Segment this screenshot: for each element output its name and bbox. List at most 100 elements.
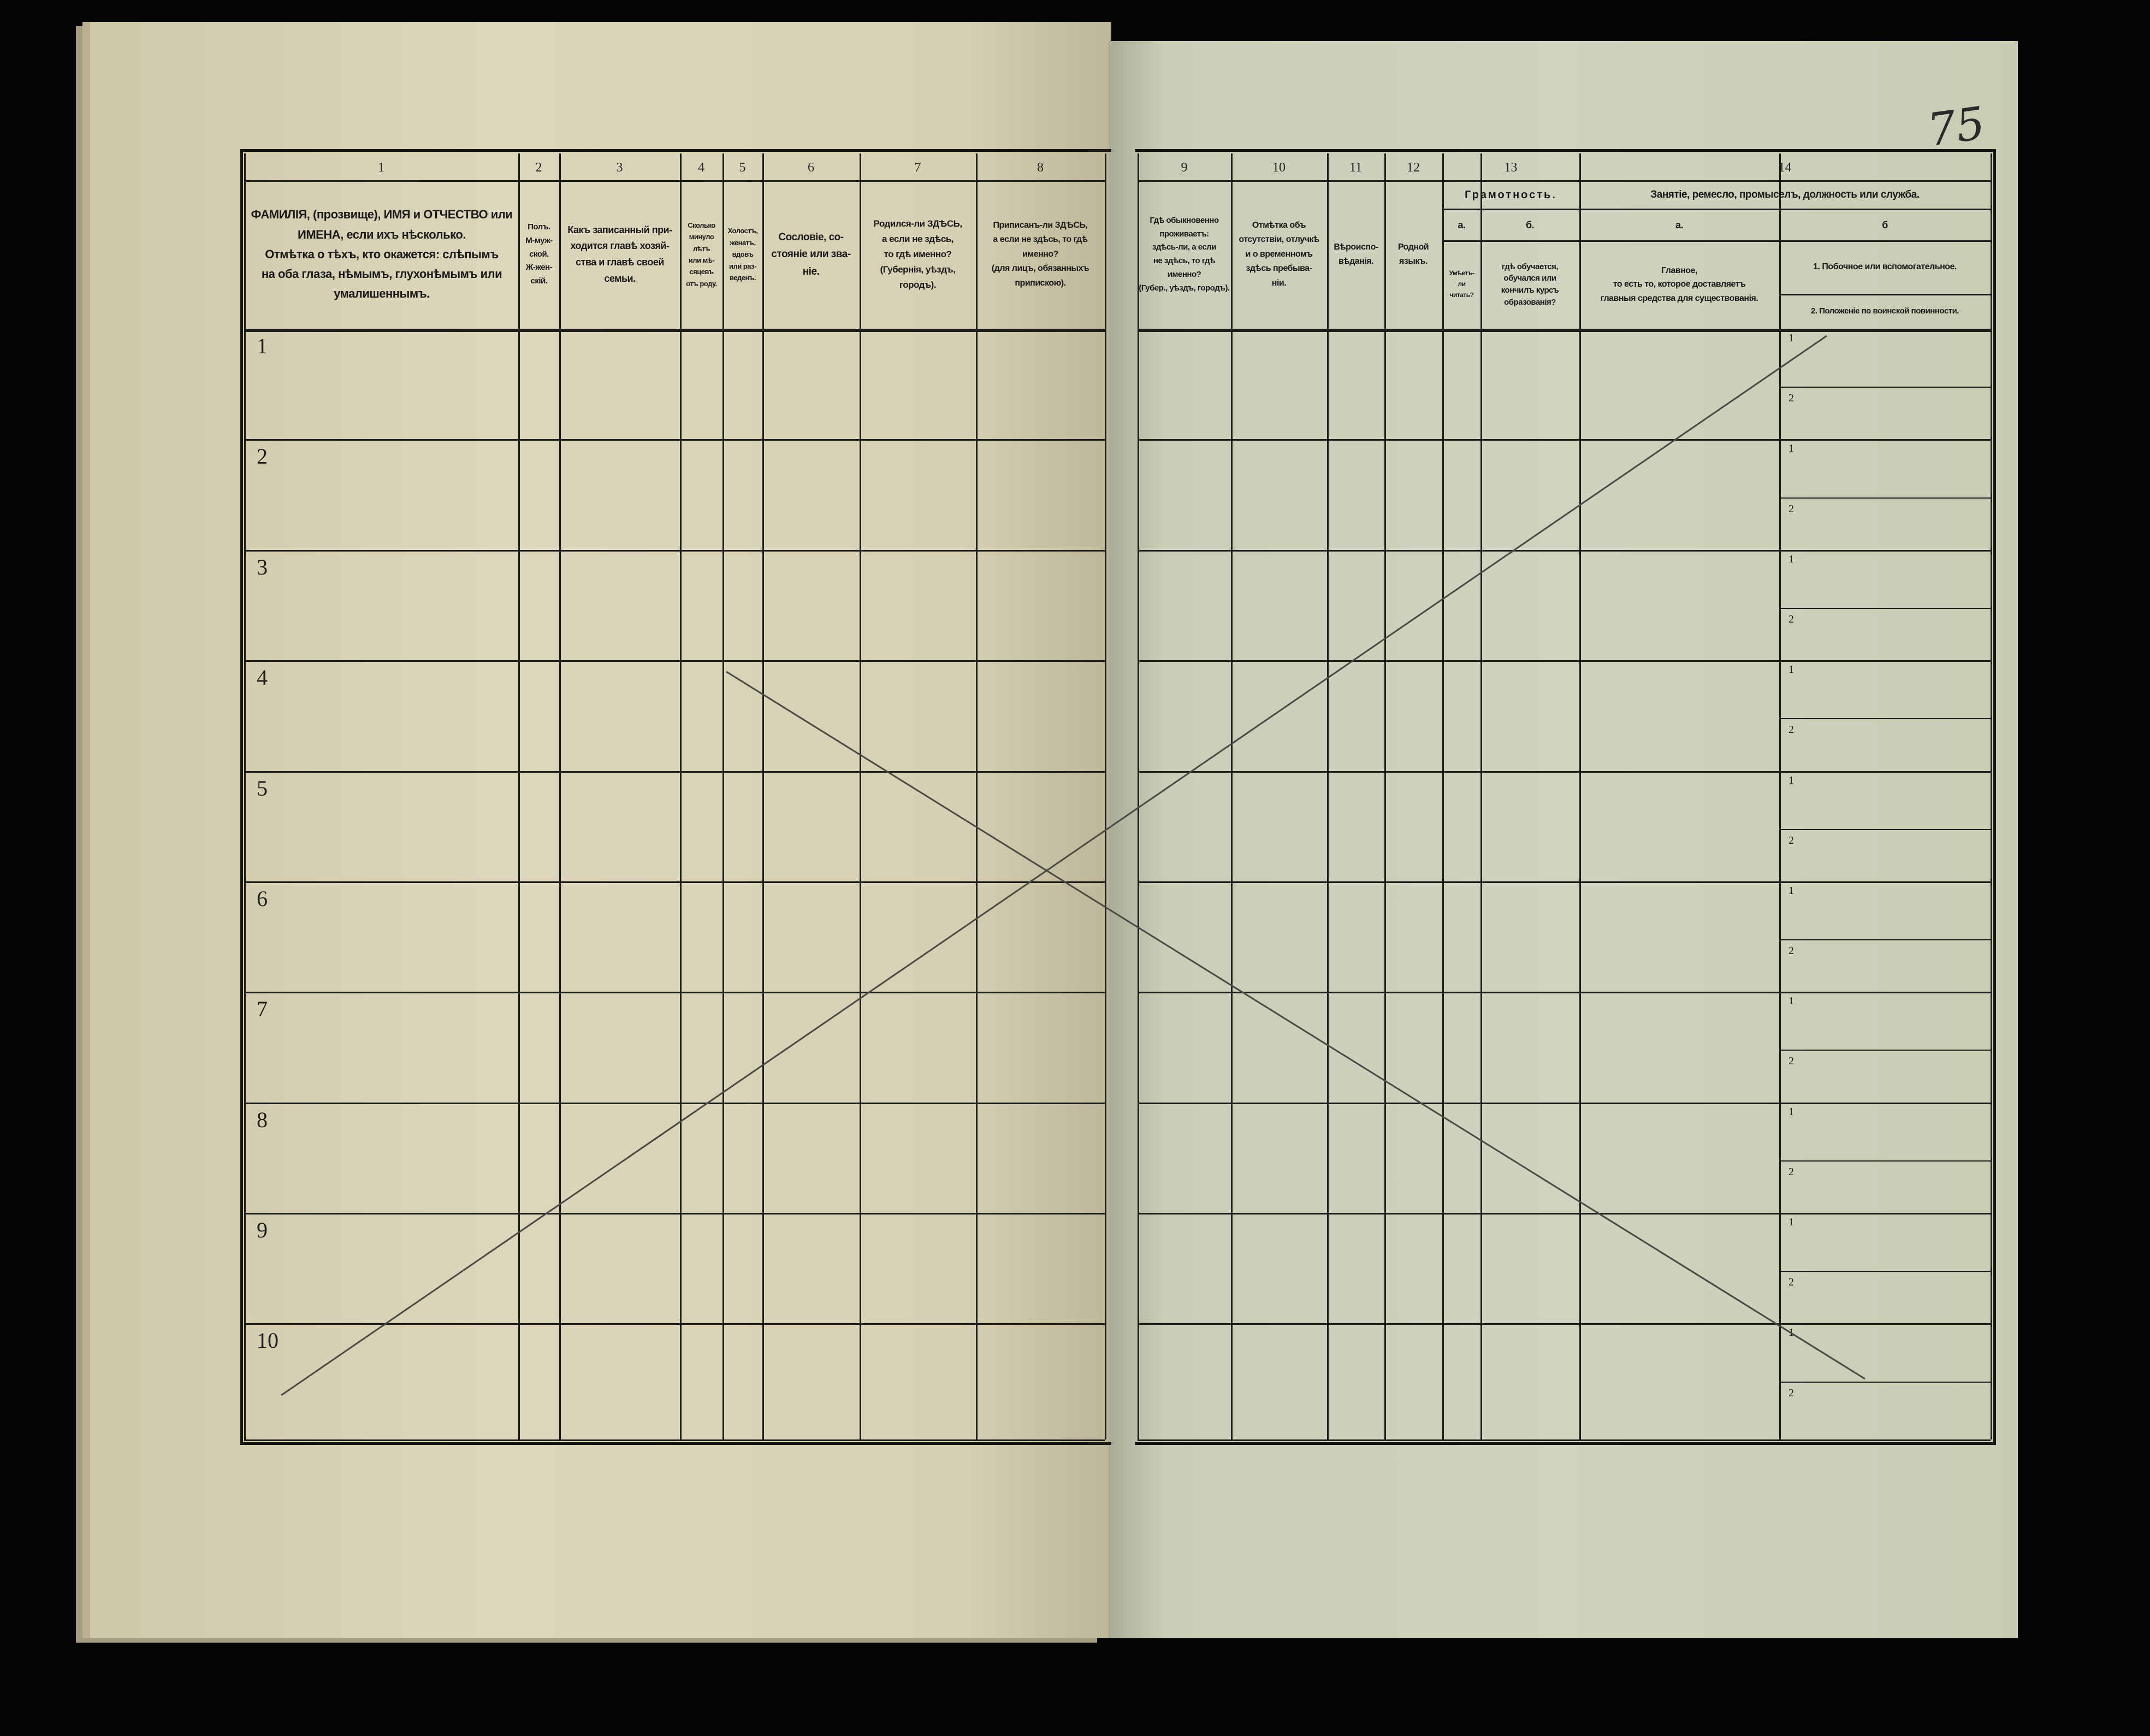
header-religion: Вѣроиспо- вѣданія.: [1334, 242, 1378, 266]
sub-row-divider: [1779, 1271, 1991, 1272]
sub-row-number: 2: [1788, 392, 1794, 405]
column-number: 3: [616, 161, 623, 175]
header-registered: Приписанъ-ли ЗДѢСЬ, а если не здѣсь, то …: [991, 221, 1089, 288]
header-literacy-a-label: а.: [1458, 219, 1466, 230]
header-divider: [1442, 240, 1991, 242]
row-number: 2: [257, 444, 268, 469]
sub-row-number: 1: [1788, 995, 1794, 1008]
row-number: 7: [257, 997, 268, 1022]
row-number: 5: [257, 775, 268, 801]
header-secondary-occupation: 1. Побочное или вспомогательное.: [1813, 262, 1957, 272]
sub-row-number: 1: [1788, 1216, 1794, 1229]
column-divider: [1442, 153, 1444, 1439]
header-literacy-group: Грамотность.: [1465, 188, 1557, 201]
column-number: 7: [914, 161, 921, 175]
header-birthplace: Родился-ли ЗДѢСЬ, а если не здѣсь, то гд…: [873, 218, 962, 291]
header-bottom-rule: [244, 329, 1105, 332]
row-number: 9: [257, 1218, 268, 1243]
row-number: 8: [257, 1107, 268, 1132]
right-page: [1109, 41, 2018, 1638]
row-divider: [244, 1102, 1105, 1104]
sub-row-divider: [1779, 387, 1991, 388]
row-divider: [1138, 1102, 1991, 1104]
row-number: 4: [257, 665, 268, 690]
sub-row-number: 1: [1788, 332, 1794, 344]
column-divider: [762, 153, 764, 1439]
column-divider: [1384, 153, 1386, 1439]
row-divider: [244, 771, 1105, 773]
header-literacy-b-label: б.: [1525, 219, 1535, 230]
sub-row-number: 2: [1788, 1165, 1794, 1178]
sub-row-divider: [1779, 718, 1991, 720]
sub-row-divider: [1779, 1381, 1991, 1383]
row-divider: [244, 439, 1105, 441]
column-divider: [1480, 153, 1482, 1439]
header-divider: [1442, 209, 1991, 210]
header-military-status: 2. Положеніе по воинской повинности.: [1811, 306, 1959, 316]
table-bottom-rule: [1138, 1439, 1991, 1441]
column-divider: [518, 153, 520, 1439]
row-divider: [1138, 1323, 1991, 1325]
header-occupation-b-label: б: [1882, 219, 1888, 230]
column-number: 2: [535, 161, 542, 175]
column-divider: [1327, 153, 1329, 1439]
row-divider: [244, 660, 1105, 662]
row-divider: [244, 992, 1105, 994]
column-number: 1: [378, 161, 384, 175]
sub-row-number: 2: [1788, 945, 1794, 957]
header-sex: Полъ. М-муж- ской. Ж-жен- скій.: [525, 222, 553, 286]
header-can-read: Умѣетъ- ли читать?: [1449, 269, 1474, 299]
sub-row-number: 1: [1788, 553, 1794, 565]
column-divider: [1991, 153, 1992, 1439]
sub-row-number: 1: [1788, 442, 1794, 455]
row-number: 10: [257, 1328, 279, 1353]
sub-row-number: 2: [1788, 502, 1794, 515]
column-divider: [1579, 153, 1581, 1439]
row-divider: [1138, 1213, 1991, 1215]
table-frame-right: [1135, 149, 1996, 1445]
row-divider: [1138, 771, 1991, 773]
column-number: 14: [1778, 161, 1792, 175]
sub-row-divider: [1779, 607, 1991, 609]
header-residence: Гдѣ обыкновенно проживаетъ: здѣсь-ли, а …: [1139, 215, 1230, 293]
header-divider: [1779, 294, 1991, 295]
sub-row-number: 2: [1788, 834, 1794, 846]
header-age: Сколько минуло лѣтъ или мѣ- сяцевъ отъ р…: [686, 221, 717, 288]
sub-row-divider: [1779, 497, 1991, 499]
column-number: 5: [739, 161, 746, 175]
column-divider: [860, 153, 861, 1439]
sub-row-number: 1: [1788, 1105, 1794, 1118]
row-divider: [244, 881, 1105, 883]
column-number: 13: [1504, 161, 1518, 175]
sub-row-divider: [1779, 1050, 1991, 1051]
row-divider: [1138, 660, 1991, 662]
row-number: 3: [257, 554, 268, 579]
pencil-diagonal-line: [726, 671, 1865, 1380]
pencil-diagonal-line: [281, 335, 1827, 1396]
sub-row-number: 2: [1788, 724, 1794, 736]
header-bottom-rule: [1138, 329, 1991, 332]
row-divider: [1138, 992, 1991, 994]
handwritten-page-number: 75: [1924, 97, 1988, 157]
header-education: гдѣ обучается, обучался или кончилъ курс…: [1501, 262, 1559, 307]
sub-row-number: 2: [1788, 1055, 1794, 1068]
column-divider: [559, 153, 561, 1439]
column-number: 12: [1407, 161, 1420, 175]
sub-row-number: 1: [1788, 774, 1794, 786]
row-number: 6: [257, 886, 268, 911]
sub-row-divider: [1779, 939, 1991, 941]
column-divider: [976, 153, 978, 1439]
left-page: [90, 22, 1111, 1638]
column-divider: [244, 153, 246, 1439]
column-divider: [1231, 153, 1233, 1439]
table-frame-left: [240, 149, 1111, 1445]
header-relation: Какъ записанный при- ходится главѣ хозяй…: [567, 224, 672, 284]
header-language: Родной языкъ.: [1397, 242, 1429, 266]
row-divider: [244, 549, 1105, 552]
sub-row-number: 1: [1788, 663, 1794, 676]
header-name: ФАМИЛІЯ, (прозвище), ИМЯ и ОТЧЕСТВО или …: [251, 208, 513, 301]
header-marital: Холостъ, женатъ, вдовъ или раз- веденъ.: [727, 227, 758, 282]
column-number: 8: [1037, 161, 1044, 175]
row-divider: [244, 1213, 1105, 1215]
